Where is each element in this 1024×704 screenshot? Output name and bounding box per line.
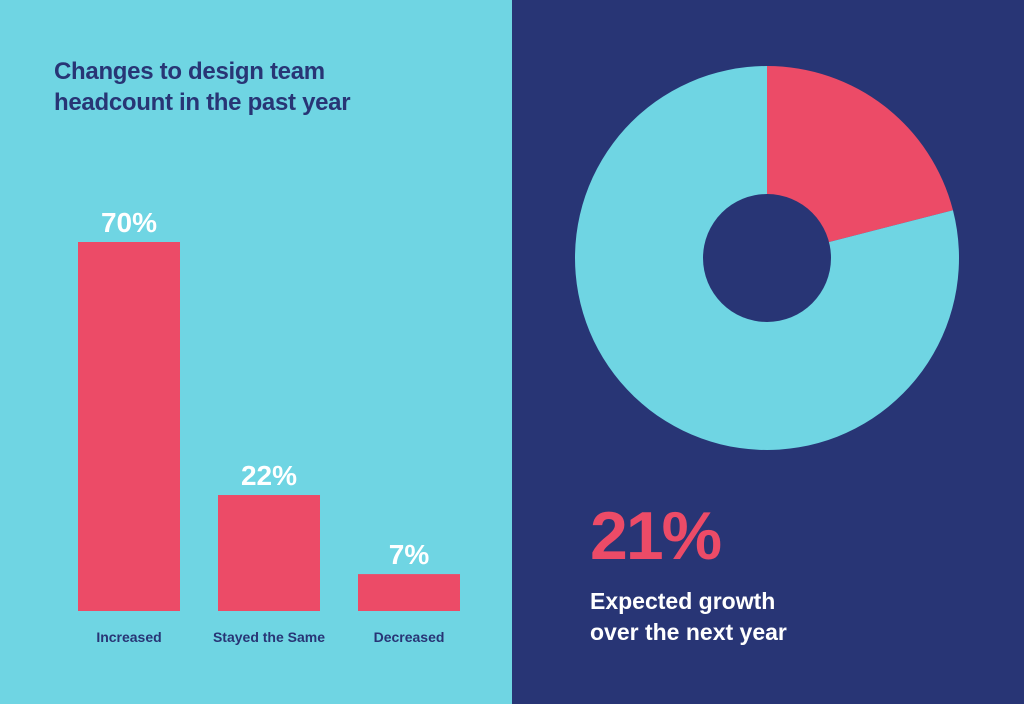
growth-caption-line-1: Expected growth — [590, 588, 776, 614]
headcount-bar-chart: 70% Increased 22% Stayed the Same 7% Decrease… — [78, 207, 460, 645]
bar-stayed-the-same — [218, 495, 320, 611]
growth-panel: 21% Expected growth over the next year — [512, 0, 1024, 704]
bar-value-label: 70% — [101, 207, 157, 238]
category-label: Decreased — [374, 629, 445, 645]
growth-donut-chart — [575, 66, 959, 450]
bar-value-label: 7% — [389, 539, 430, 570]
growth-caption: Expected growth over the next year — [590, 586, 950, 648]
bar-decreased — [358, 574, 460, 611]
chart-title-line-2: headcount in the past year — [54, 89, 351, 116]
chart-title: Changes to design team headcount in the … — [54, 56, 474, 118]
donut-slice-0 — [767, 66, 953, 258]
bar-value-label: 22% — [241, 460, 297, 491]
bar-increased — [78, 242, 180, 611]
headcount-panel: Changes to design team headcount in the … — [0, 0, 512, 704]
chart-title-line-1: Changes to design team — [54, 58, 325, 85]
category-label: Stayed the Same — [213, 629, 325, 645]
category-label: Increased — [96, 629, 161, 645]
donut-hole — [703, 194, 831, 322]
growth-caption-line-2: over the next year — [590, 619, 787, 645]
growth-percentage: 21% — [590, 498, 722, 574]
